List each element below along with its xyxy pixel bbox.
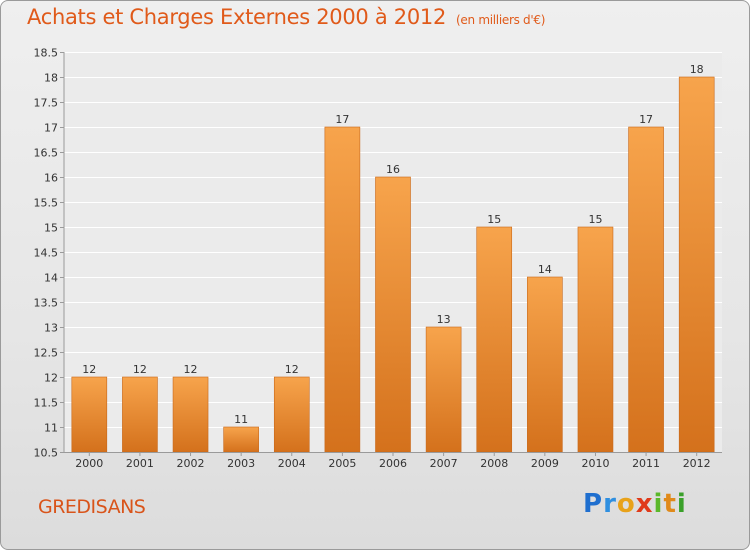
y-tick-label: 15 [44,222,58,235]
x-tick-label: 2007 [430,457,458,470]
logo-letter: i [653,489,664,519]
logo-letter: t [663,489,677,519]
bar-value-label: 12 [285,363,299,376]
bar-value-label: 12 [82,363,96,376]
y-tick-label: 18.5 [34,47,59,60]
commune-name: GREDISANS [38,496,146,518]
y-axis: 10.5 11 11.5 12 12.5 13 13.5 14 14.5 15 15.5 16 16.5… [34,47,65,460]
bar-value-label: 15 [588,213,602,226]
y-tick-label: 15.5 [34,197,59,210]
x-tick-label: 2006 [379,457,407,470]
x-tick-label: 2003 [227,457,255,470]
bar-value-label: 15 [487,213,501,226]
bar-value-label: 12 [184,363,198,376]
bar-2007 [425,326,462,453]
bar-2000 [71,376,108,453]
chart-subtitle: (en milliers d'€) [456,13,546,27]
y-tick-label: 13 [44,322,58,335]
y-tick-label: 12 [44,372,58,385]
y-tick-label: 17.5 [34,97,59,110]
bar-2004 [273,376,310,453]
x-tick-label: 2004 [278,457,306,470]
logo-letter: o [616,489,636,519]
bar-value-label: 17 [639,113,653,126]
logo-letter: P [583,489,604,519]
bars-group: 12 12 12 11 12 17 16 13 15 14 15 17 18 [71,63,715,453]
x-tick-label: 2011 [632,457,660,470]
bar-2009 [527,276,563,453]
bar-2010 [577,226,614,453]
bar-value-label: 13 [437,313,451,326]
x-tick-label: 2012 [683,457,711,470]
y-tick-label: 11.5 [34,397,59,410]
bar-value-label: 14 [538,263,552,276]
chart-title: Achats et Charges Externes 2000 à 2012 (e… [27,5,545,29]
chart-title-text: Achats et Charges Externes 2000 à 2012 [27,5,447,29]
x-tick-label: 2001 [126,457,154,470]
y-tick-label: 16.5 [34,147,59,160]
x-axis: 2000 2001 2002 2003 2004 2005 2006 2007 2008 2009… [64,452,722,470]
y-tick-label: 14.5 [34,247,59,260]
bar-2003 [223,426,259,453]
y-tick-label: 10.5 [34,447,59,460]
bar-value-label: 18 [690,63,704,76]
proxiti-logo: Proxiti [583,489,687,519]
y-tick-label: 12.5 [34,347,59,360]
y-tick-label: 14 [44,272,58,285]
bar-value-label: 17 [335,113,349,126]
bar-2006 [375,176,411,453]
x-tick-label: 2008 [480,457,508,470]
x-tick-label: 2002 [177,457,205,470]
bar-2011 [628,126,664,453]
x-tick-label: 2000 [75,457,103,470]
bar-value-label: 11 [234,413,248,426]
logo-letter: r [603,489,617,519]
y-tick-label: 18 [44,72,58,85]
x-tick-label: 2009 [531,457,559,470]
bar-2002 [172,376,209,453]
x-tick-label: 2005 [328,457,356,470]
y-tick-label: 17 [44,122,58,135]
x-tick-label: 2010 [581,457,609,470]
y-tick-label: 13.5 [34,297,59,310]
bar-2001 [122,376,158,453]
bar-2008 [476,226,513,453]
bar-2005 [324,126,361,453]
y-tick-label: 11 [44,422,58,435]
bar-2012 [678,76,715,453]
logo-letter: x [635,489,654,519]
bar-value-label: 16 [386,163,400,176]
bar-value-label: 12 [133,363,147,376]
logo-letter: i [676,489,687,519]
y-tick-label: 16 [44,172,58,185]
